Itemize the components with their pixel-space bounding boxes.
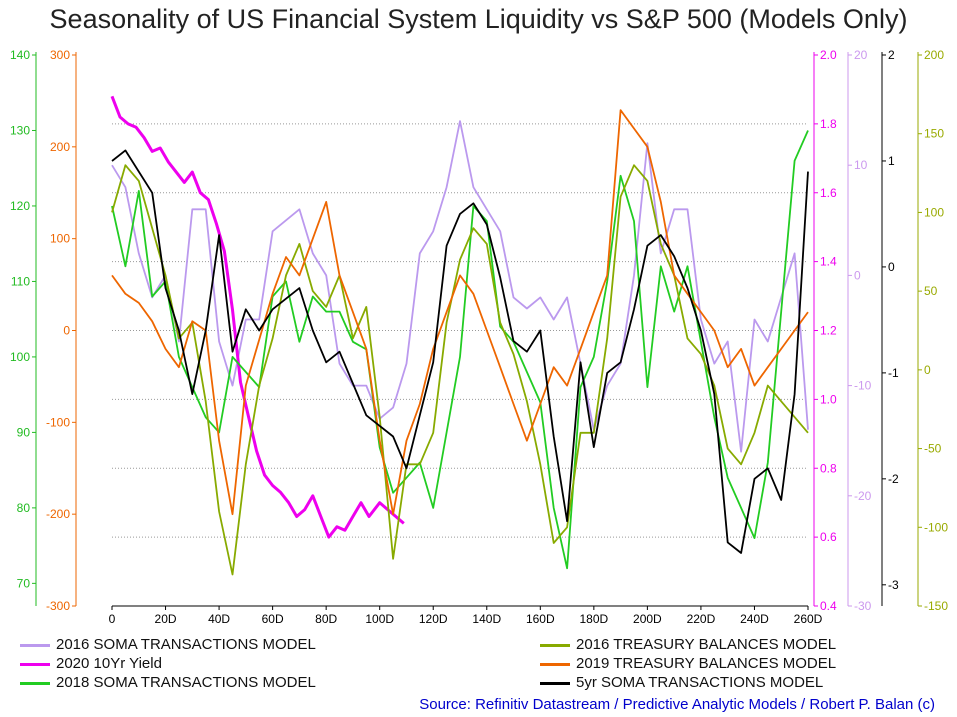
magenta_right-tick-label: 1.4 [820, 255, 837, 269]
magenta_right-tick-label: 1.8 [820, 117, 837, 131]
legend-label: 2016 TREASURY BALANCES MODEL [576, 636, 837, 653]
lilac_right-tick-label: 0 [854, 268, 861, 282]
orange_left-tick-label: 100 [50, 232, 70, 246]
legend-item: 2019 TREASURY BALANCES MODEL [540, 655, 836, 672]
legend-item: 2020 10Yr Yield [20, 655, 162, 672]
magenta_right-tick-label: 0.8 [820, 461, 837, 475]
x-tick-label: 140D [472, 612, 501, 626]
magenta_right-tick-label: 1.2 [820, 324, 837, 338]
legend-label: 2018 SOMA TRANSACTIONS MODEL [56, 674, 316, 691]
olive_right-tick-label: -50 [924, 442, 942, 456]
olive_right-tick-label: 50 [924, 284, 938, 298]
source-note: Source: Refinitiv Datastream / Predictiv… [419, 696, 935, 713]
olive_right-tick-label: 150 [924, 127, 944, 141]
series-lines [110, 95, 809, 576]
magenta_right-tick-label: 0.4 [820, 599, 837, 613]
black_right-tick-label: -2 [888, 472, 899, 486]
olive_right-tick-label: 100 [924, 205, 944, 219]
magenta_right-tick-label: 2.0 [820, 48, 837, 62]
x-tick-label: 240D [740, 612, 769, 626]
x-tick-label: 20D [155, 612, 177, 626]
x-tick-label: 160D [526, 612, 555, 626]
green_left-tick-label: 80 [17, 501, 31, 515]
orange_left-tick-label: 200 [50, 140, 70, 154]
x-tick-label: 40D [208, 612, 230, 626]
lilac_right-tick-label: 20 [854, 48, 868, 62]
legend-swatch [540, 643, 570, 647]
legend-label: 2016 SOMA TRANSACTIONS MODEL [56, 636, 316, 653]
legend-swatch [540, 662, 570, 666]
x-tick-label: 100D [365, 612, 394, 626]
orange_left-tick-label: -200 [46, 507, 70, 521]
black_right-tick-label: 0 [888, 260, 895, 274]
magenta_right-tick-label: 1.0 [820, 392, 837, 406]
magenta_right-tick-label: 1.6 [820, 186, 837, 200]
orange_left-tick-label: 300 [50, 48, 70, 62]
legend-swatch [540, 681, 570, 685]
green_left-tick-label: 100 [10, 350, 30, 364]
x-tick-label: 220D [687, 612, 716, 626]
x-tick-label: 260D [794, 612, 823, 626]
lilac_right-tick-label: -20 [854, 489, 872, 503]
legend-item: 2016 TREASURY BALANCES MODEL [540, 636, 836, 653]
magenta_right-tick-label: 0.6 [820, 530, 837, 544]
legend-swatch [20, 643, 50, 647]
orange_left-tick-label: 0 [63, 324, 70, 338]
legend-item: 5yr SOMA TRANSACTIONS MODEL [540, 674, 823, 691]
olive_right-tick-label: 200 [924, 48, 944, 62]
green_left-tick-label: 90 [17, 425, 31, 439]
green_left-tick-label: 140 [10, 48, 30, 62]
olive_right-tick-label: -100 [924, 520, 948, 534]
legend-item: 2018 SOMA TRANSACTIONS MODEL [20, 674, 316, 691]
series-line-1 [110, 95, 405, 539]
green_left-tick-label: 130 [10, 123, 30, 137]
chart-title: Seasonality of US Financial System Liqui… [49, 4, 908, 34]
x-tick-label: 80D [315, 612, 337, 626]
series-line-3 [111, 164, 809, 576]
legend-swatch [20, 681, 50, 685]
legend-item: 2016 SOMA TRANSACTIONS MODEL [20, 636, 316, 653]
legend-label: 5yr SOMA TRANSACTIONS MODEL [576, 674, 824, 691]
x-tick-label: 0 [109, 612, 116, 626]
black_right-tick-label: -3 [888, 578, 899, 592]
olive_right-tick-label: 0 [924, 363, 931, 377]
legend-label: 2020 10Yr Yield [56, 655, 162, 672]
orange_left-tick-label: -100 [46, 415, 70, 429]
black_right-tick-label: 2 [888, 48, 895, 62]
x-tick-label: 200D [633, 612, 662, 626]
x-tick-label: 120D [419, 612, 448, 626]
axes: 0 20D 40D 60D 80D 100D 120D 140D 160D 180D 200D 220… [10, 48, 948, 626]
green_left-tick-label: 120 [10, 199, 30, 213]
series-line-0 [111, 120, 809, 453]
legend-label: 2019 TREASURY BALANCES MODEL [576, 655, 837, 672]
olive_right-tick-label: -150 [924, 599, 948, 613]
legend-swatch [20, 662, 50, 666]
black_right-tick-label: 1 [888, 154, 895, 168]
lilac_right-tick-label: 10 [854, 158, 868, 172]
orange_left-tick-label: -300 [46, 599, 70, 613]
x-tick-label: 60D [262, 612, 284, 626]
black_right-tick-label: -1 [888, 366, 899, 380]
series-line-2 [111, 130, 809, 570]
green_left-tick-label: 70 [17, 576, 31, 590]
lilac_right-tick-label: -10 [854, 379, 872, 393]
green_left-tick-label: 110 [11, 274, 30, 288]
x-tick-label: 180D [580, 612, 609, 626]
lilac_right-tick-label: -30 [854, 599, 872, 613]
series-line-5 [111, 149, 809, 554]
